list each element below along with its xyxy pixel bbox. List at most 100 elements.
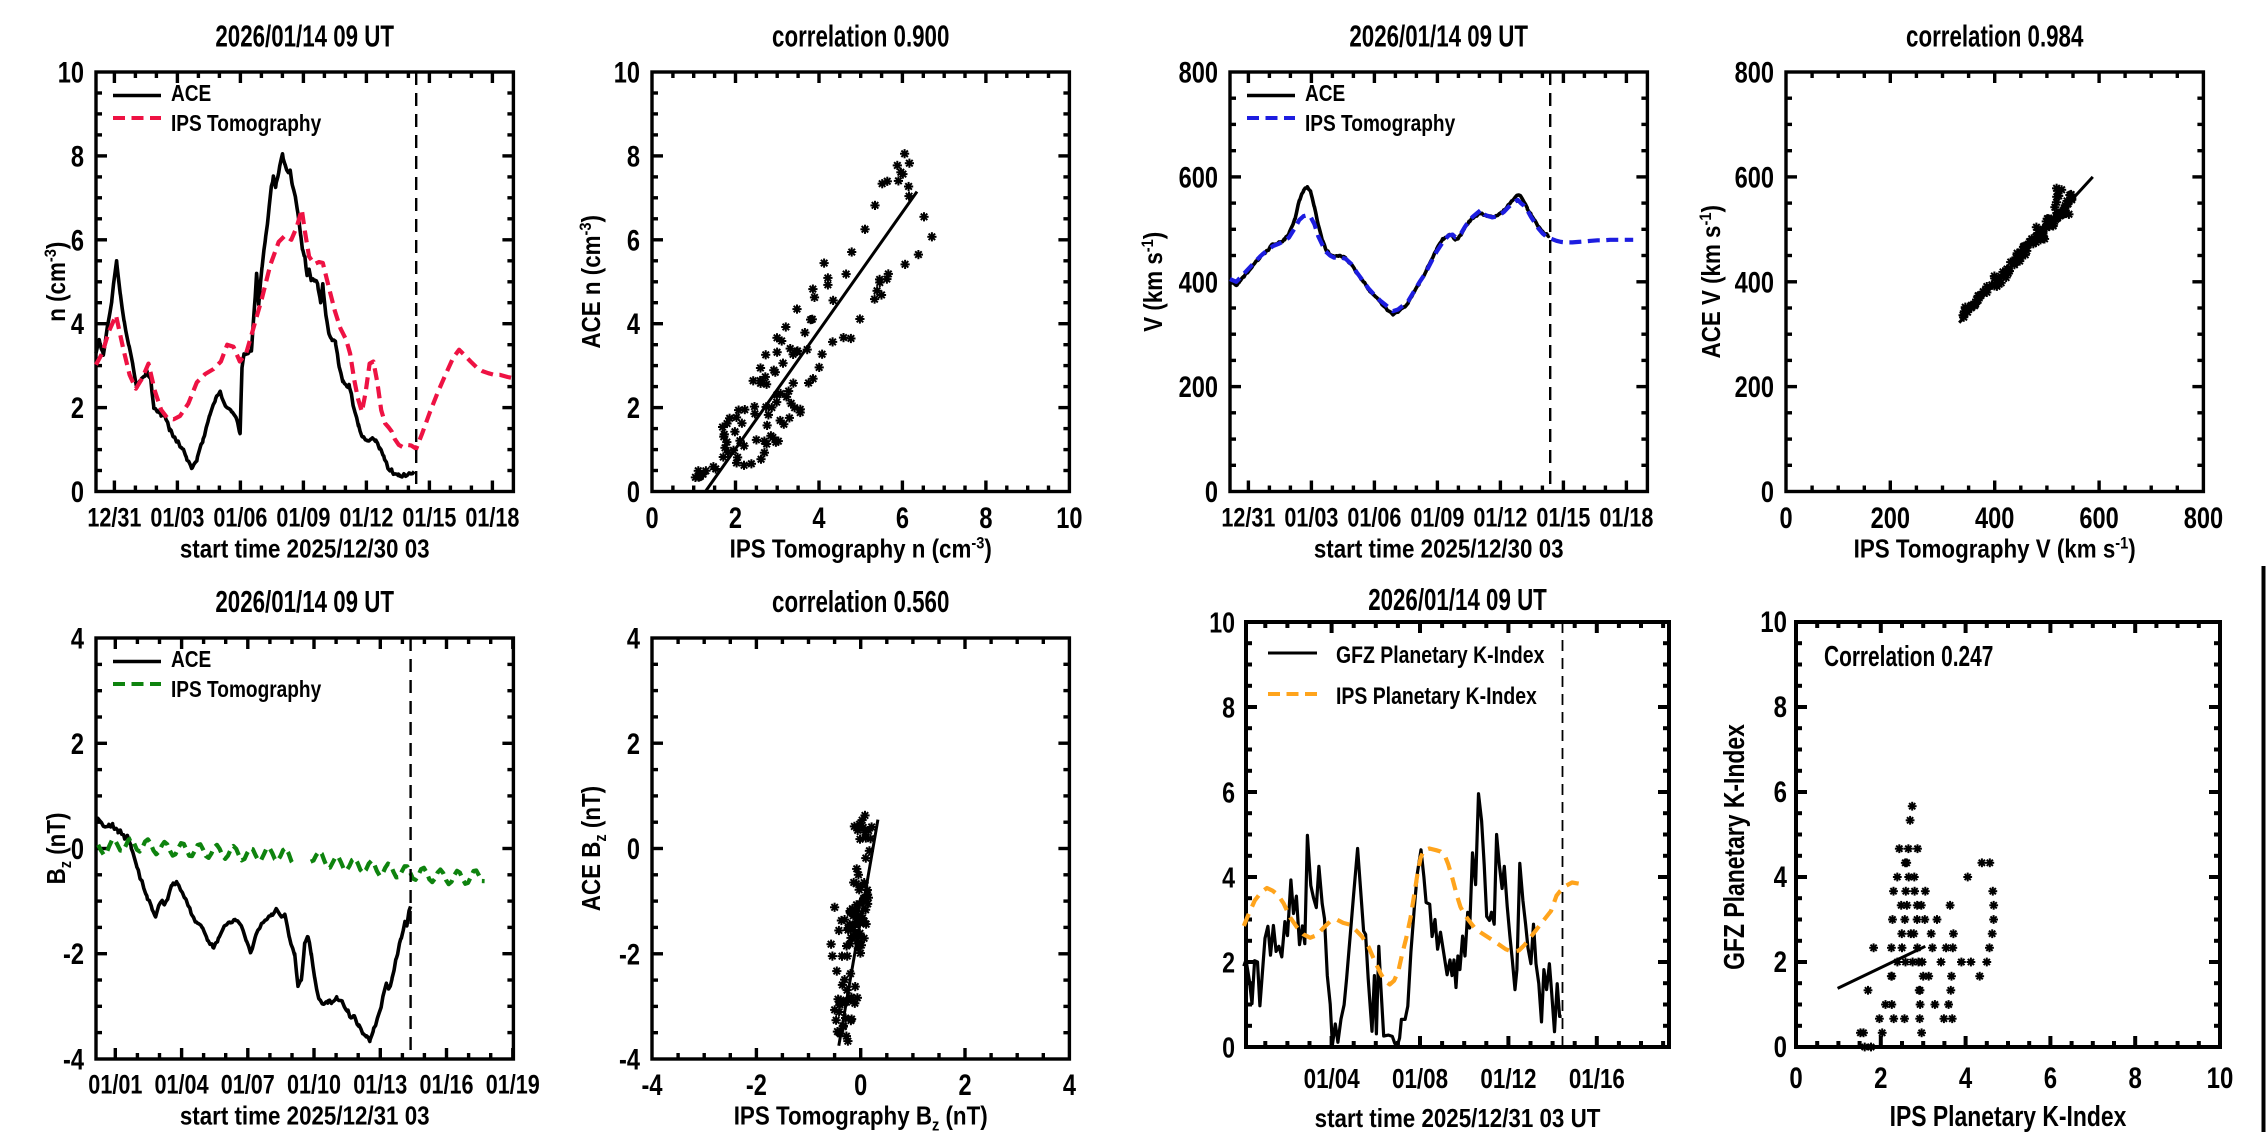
svg-text:correlation 0.900: correlation 0.900 xyxy=(772,19,949,53)
svg-text:400: 400 xyxy=(1735,266,1774,299)
svg-text:0: 0 xyxy=(1222,1031,1235,1064)
svg-text:01/07: 01/07 xyxy=(221,1070,275,1100)
svg-text:IPS Tomography: IPS Tomography xyxy=(1305,111,1455,136)
svg-text:01/06: 01/06 xyxy=(213,503,267,533)
svg-text:4: 4 xyxy=(627,308,640,341)
svg-text:2: 2 xyxy=(1874,1060,1887,1094)
svg-text:01/19: 01/19 xyxy=(486,1070,540,1100)
svg-text:01/10: 01/10 xyxy=(287,1070,341,1100)
svg-text:4: 4 xyxy=(627,622,640,655)
svg-text:0: 0 xyxy=(1761,475,1774,508)
svg-text:01/15: 01/15 xyxy=(402,503,456,533)
svg-text:2: 2 xyxy=(958,1068,971,1101)
svg-text:start time 2025/12/31 03 UT: start time 2025/12/31 03 UT xyxy=(1315,1104,1601,1132)
svg-text:01/01: 01/01 xyxy=(88,1070,142,1100)
svg-text:6: 6 xyxy=(1774,774,1787,808)
svg-text:Bz (nT): Bz (nT) xyxy=(42,813,75,885)
svg-text:01/16: 01/16 xyxy=(1569,1064,1625,1095)
svg-text:6: 6 xyxy=(896,501,909,534)
svg-text:-4: -4 xyxy=(619,1043,640,1076)
svg-text:0: 0 xyxy=(645,501,658,534)
svg-text:200: 200 xyxy=(1735,371,1774,404)
svg-text:2: 2 xyxy=(71,392,84,425)
svg-text:ACE: ACE xyxy=(171,647,211,672)
svg-text:4: 4 xyxy=(1774,859,1787,893)
svg-text:4: 4 xyxy=(71,308,84,341)
svg-text:ACE n (cm-3): ACE n (cm-3) xyxy=(577,215,606,348)
svg-text:IPS Planetary K-Index: IPS Planetary K-Index xyxy=(1890,1099,2127,1132)
svg-text:4: 4 xyxy=(1063,1068,1076,1101)
svg-text:800: 800 xyxy=(2184,501,2223,534)
svg-text:01/12: 01/12 xyxy=(339,503,393,533)
svg-text:start time 2025/12/30 03: start time 2025/12/30 03 xyxy=(1314,535,1564,564)
svg-text:8: 8 xyxy=(71,140,84,173)
svg-text:IPS Tomography: IPS Tomography xyxy=(171,111,321,136)
svg-text:IPS Tomography n (cm-3): IPS Tomography n (cm-3) xyxy=(730,535,992,564)
svg-text:4: 4 xyxy=(1222,861,1235,894)
svg-text:0: 0 xyxy=(1205,475,1218,508)
svg-text:0: 0 xyxy=(1779,501,1792,534)
svg-text:0: 0 xyxy=(627,475,640,508)
svg-text:start time 2025/12/30 03: start time 2025/12/30 03 xyxy=(180,535,430,564)
svg-text:200: 200 xyxy=(1179,371,1218,404)
svg-text:01/08: 01/08 xyxy=(1392,1064,1448,1095)
svg-text:0: 0 xyxy=(627,832,640,865)
svg-text:2: 2 xyxy=(729,501,742,534)
svg-text:400: 400 xyxy=(1975,501,2014,534)
svg-text:10: 10 xyxy=(58,56,84,89)
svg-text:2: 2 xyxy=(1222,946,1235,979)
svg-text:0: 0 xyxy=(71,475,84,508)
svg-text:600: 600 xyxy=(2079,501,2118,534)
svg-text:-4: -4 xyxy=(642,1068,663,1101)
svg-text:8: 8 xyxy=(1774,689,1787,723)
svg-text:ACE: ACE xyxy=(171,81,211,106)
svg-text:10: 10 xyxy=(2207,1060,2234,1094)
svg-text:6: 6 xyxy=(71,224,84,257)
svg-text:IPS Tomography V (km s-1): IPS Tomography V (km s-1) xyxy=(1854,535,2136,564)
svg-text:6: 6 xyxy=(627,224,640,257)
svg-text:2026/01/14 09 UT: 2026/01/14 09 UT xyxy=(215,19,394,53)
svg-text:600: 600 xyxy=(1735,161,1774,194)
svg-text:8: 8 xyxy=(979,501,992,534)
svg-text:2: 2 xyxy=(1774,944,1787,978)
svg-text:ACE V (km s-1): ACE V (km s-1) xyxy=(1697,205,1726,358)
svg-text:01/09: 01/09 xyxy=(1410,503,1464,533)
svg-text:-2: -2 xyxy=(619,938,640,971)
svg-text:01/18: 01/18 xyxy=(1599,503,1653,533)
svg-text:2026/01/14 09 UT: 2026/01/14 09 UT xyxy=(1368,582,1547,616)
svg-text:IPS Tomography Bz (nT): IPS Tomography Bz (nT) xyxy=(734,1102,988,1132)
svg-text:2: 2 xyxy=(627,392,640,425)
svg-text:10: 10 xyxy=(1760,604,1787,638)
svg-text:GFZ Planetary K-Index: GFZ Planetary K-Index xyxy=(1717,724,1750,970)
svg-text:01/04: 01/04 xyxy=(1304,1064,1360,1095)
svg-text:01/12: 01/12 xyxy=(1473,503,1527,533)
svg-text:800: 800 xyxy=(1735,56,1774,89)
svg-text:ACE Bz (nT): ACE Bz (nT) xyxy=(577,786,610,911)
svg-text:01/09: 01/09 xyxy=(276,503,330,533)
svg-text:01/06: 01/06 xyxy=(1347,503,1401,533)
svg-text:2: 2 xyxy=(627,727,640,760)
svg-text:12/31: 12/31 xyxy=(87,503,141,533)
svg-text:2026/01/14 09 UT: 2026/01/14 09 UT xyxy=(215,584,394,618)
svg-text:-4: -4 xyxy=(63,1043,84,1076)
svg-text:0: 0 xyxy=(1789,1060,1802,1094)
svg-text:200: 200 xyxy=(1871,501,1910,534)
svg-text:600: 600 xyxy=(1179,161,1218,194)
svg-text:0: 0 xyxy=(854,1068,867,1101)
svg-text:-2: -2 xyxy=(63,938,84,971)
svg-text:12/31: 12/31 xyxy=(1221,503,1275,533)
svg-text:4: 4 xyxy=(1959,1060,1972,1094)
svg-text:2: 2 xyxy=(71,727,84,760)
svg-text:01/12: 01/12 xyxy=(1480,1064,1536,1095)
svg-text:2026/01/14 09 UT: 2026/01/14 09 UT xyxy=(1349,19,1528,53)
svg-text:01/18: 01/18 xyxy=(465,503,519,533)
svg-text:correlation 0.984: correlation 0.984 xyxy=(1906,19,2083,53)
svg-text:8: 8 xyxy=(2129,1060,2142,1094)
svg-text:400: 400 xyxy=(1179,266,1218,299)
svg-text:01/13: 01/13 xyxy=(353,1070,407,1100)
svg-text:0: 0 xyxy=(71,832,84,865)
svg-text:01/16: 01/16 xyxy=(420,1070,474,1100)
svg-text:Correlation 0.247: Correlation 0.247 xyxy=(1824,641,1993,673)
svg-text:IPS Tomography: IPS Tomography xyxy=(171,677,321,702)
svg-text:10: 10 xyxy=(1056,501,1082,534)
